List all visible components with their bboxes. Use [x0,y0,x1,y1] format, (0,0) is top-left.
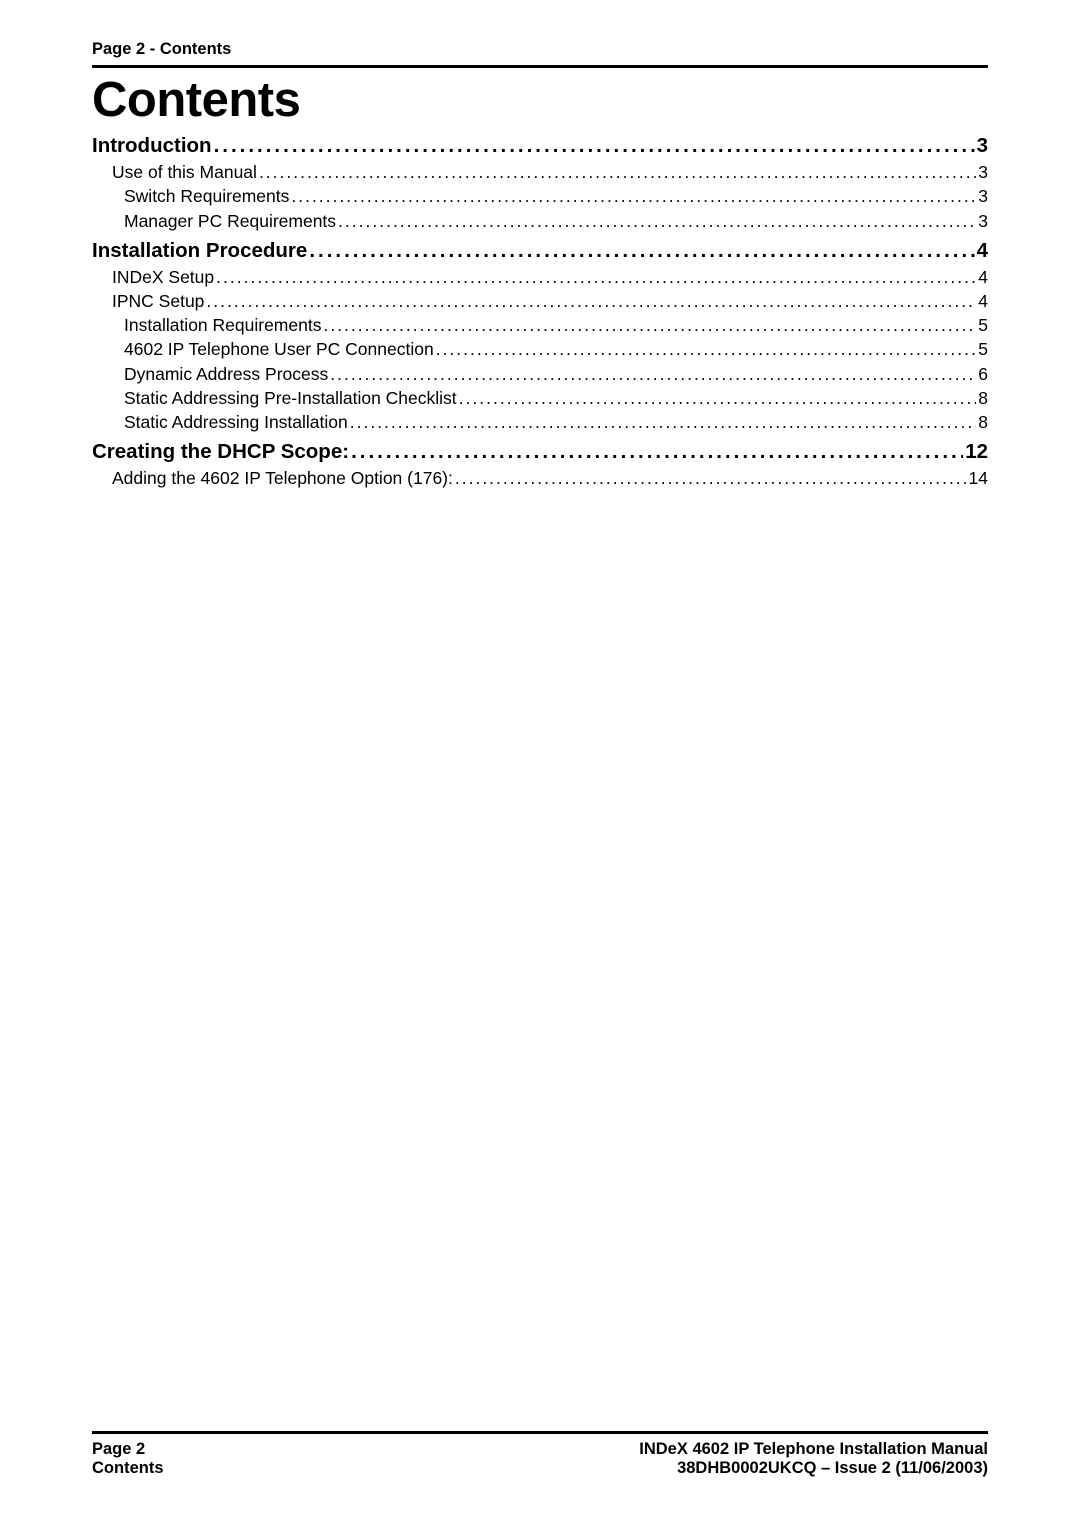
toc-entry-label: Introduction [92,132,212,160]
toc-entry-label: Switch Requirements [92,184,289,208]
toc-leader-dots [330,362,976,386]
toc-entry-page: 4 [978,265,988,289]
toc-entry: Installation Requirements 5 [92,313,988,337]
toc-entry: Static Addressing Installation 8 [92,410,988,434]
document-page: Page 2 - Contents Contents Introduction 3… [0,0,1080,1528]
toc-leader-dots [436,337,977,361]
toc-entry-page: 12 [965,438,988,466]
toc-leader-dots [323,313,976,337]
toc-entry-label: Use of this Manual [92,160,257,184]
page-header: Page 2 - Contents [92,40,988,68]
toc-entry-page: 6 [978,362,988,386]
toc-entry-label: IPNC Setup [92,289,204,313]
toc-entry: Switch Requirements 3 [92,184,988,208]
toc-leader-dots [259,160,976,184]
toc-entry-label: Installation Requirements [92,313,321,337]
toc-entry-label: 4602 IP Telephone User PC Connection [92,337,434,361]
table-of-contents: Introduction3Use of this Manual 3Switch … [92,132,988,490]
toc-entry: 4602 IP Telephone User PC Connection 5 [92,337,988,361]
footer-section-name: Contents [92,1459,164,1478]
toc-leader-dots [216,265,976,289]
toc-leader-dots [455,466,967,490]
toc-entry: Creating the DHCP Scope: 12 [92,438,988,466]
toc-leader-dots [214,132,975,160]
toc-entry-page: 5 [978,337,988,361]
toc-leader-dots [351,438,963,466]
toc-entry-page: 4 [977,237,988,265]
toc-entry-label: Installation Procedure [92,237,307,265]
toc-entry-label: INDeX Setup [92,265,214,289]
toc-entry-page: 3 [978,160,988,184]
toc-entry: Installation Procedure 4 [92,237,988,265]
toc-entry: Static Addressing Pre-Installation Check… [92,386,988,410]
toc-entry-label: Creating the DHCP Scope: [92,438,349,466]
toc-entry: Adding the 4602 IP Telephone Option (176… [92,466,988,490]
toc-entry: Introduction 3 [92,132,988,160]
footer-right: INDeX 4602 IP Telephone Installation Man… [639,1440,988,1478]
toc-entry-label: Static Addressing Installation [92,410,348,434]
toc-entry-page: 3 [978,209,988,233]
contents-title: Contents [92,72,988,128]
toc-entry-label: Manager PC Requirements [92,209,336,233]
toc-entry-page: 8 [978,386,988,410]
toc-entry: IPNC Setup 4 [92,289,988,313]
toc-entry-label: Adding the 4602 IP Telephone Option (176… [92,466,453,490]
toc-entry: INDeX Setup 4 [92,265,988,289]
toc-entry: Dynamic Address Process 6 [92,362,988,386]
toc-entry-label: Static Addressing Pre-Installation Check… [92,386,457,410]
toc-entry-page: 14 [969,466,988,490]
page-footer: Page 2 Contents INDeX 4602 IP Telephone … [92,1431,988,1478]
toc-entry: Use of this Manual 3 [92,160,988,184]
footer-left: Page 2 Contents [92,1440,164,1478]
toc-leader-dots [338,209,976,233]
toc-entry-page: 3 [978,184,988,208]
footer-issue-info: 38DHB0002UKCQ – Issue 2 (11/06/2003) [639,1459,988,1478]
footer-manual-title: INDeX 4602 IP Telephone Installation Man… [639,1440,988,1459]
toc-leader-dots [206,289,976,313]
toc-leader-dots [459,386,977,410]
toc-leader-dots [309,237,974,265]
toc-leader-dots [350,410,977,434]
toc-entry-page: 8 [978,410,988,434]
toc-leader-dots [291,184,976,208]
footer-page-number: Page 2 [92,1440,164,1459]
toc-entry-page: 4 [978,289,988,313]
toc-entry-label: Dynamic Address Process [92,362,328,386]
toc-entry: Manager PC Requirements 3 [92,209,988,233]
toc-entry-page: 3 [977,132,988,160]
toc-entry-page: 5 [978,313,988,337]
